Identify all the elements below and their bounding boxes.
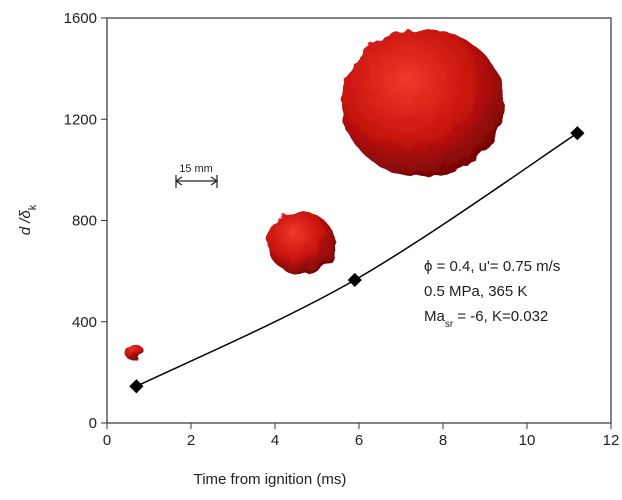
- y-tick-label: 1200: [64, 111, 97, 128]
- annotation: Masr = -6, K=0.032: [424, 308, 548, 330]
- x-tick-label: 12: [603, 432, 620, 449]
- annotation-part: Ma: [424, 308, 445, 325]
- y-tick-label: 400: [72, 314, 97, 331]
- annotation: ϕ = 0.4, u'= 0.75 m/s: [424, 258, 560, 275]
- x-tick-label: 0: [103, 432, 111, 449]
- x-tick-label: 2: [187, 432, 195, 449]
- x-tick-label: 10: [519, 432, 536, 449]
- flame-images: [125, 29, 505, 361]
- y-axis-label-sub: k: [27, 204, 39, 210]
- scale-bar-label: 15 mm: [179, 163, 213, 175]
- x-axis-label: Time from ignition (ms): [194, 471, 347, 488]
- y-tick-label: 0: [89, 415, 97, 432]
- annotation-part: = -6, K=0.032: [453, 308, 548, 325]
- annotation-sub: sr: [445, 319, 454, 330]
- annotation: 0.5 MPa, 365 K: [424, 283, 527, 300]
- y-tick-label: 1600: [64, 10, 97, 27]
- data-point: [570, 126, 585, 141]
- y-axis-label-main: d /δ: [17, 210, 34, 236]
- y-tick-label: 800: [72, 213, 97, 230]
- y-axis-label: d /δk: [17, 204, 39, 235]
- x-tick-label: 4: [271, 432, 279, 449]
- data-point: [347, 272, 362, 288]
- x-tick-label: 6: [355, 432, 363, 449]
- scale-bar: [174, 175, 219, 188]
- data-point: [129, 379, 144, 394]
- x-tick-label: 8: [439, 432, 447, 449]
